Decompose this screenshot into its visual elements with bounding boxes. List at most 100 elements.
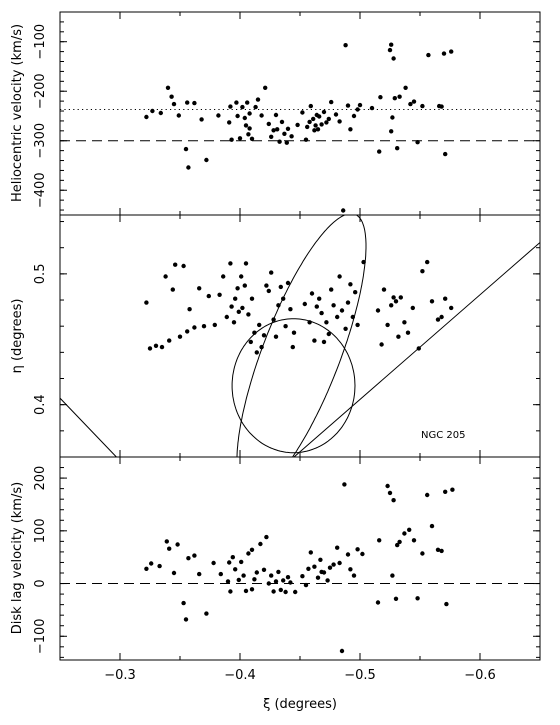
data-point	[242, 115, 247, 121]
data-point	[266, 121, 271, 127]
data-point	[377, 149, 382, 154]
data-point	[300, 110, 305, 115]
data-point	[279, 119, 285, 125]
data-point	[248, 339, 253, 345]
data-point	[355, 107, 360, 112]
data-point	[337, 274, 342, 279]
data-point	[429, 523, 435, 529]
data-point	[271, 128, 276, 133]
y-tick-label: −100	[33, 618, 48, 654]
y-tick-label: −200	[33, 73, 48, 109]
data-point	[449, 49, 454, 54]
data-point	[405, 330, 411, 335]
data-point	[144, 566, 149, 571]
data-point	[306, 566, 311, 571]
data-point	[186, 556, 191, 561]
data-point	[247, 111, 252, 116]
data-point	[218, 571, 223, 577]
data-point	[167, 338, 172, 343]
data-point	[204, 611, 209, 616]
data-point	[450, 487, 455, 492]
data-point	[307, 119, 312, 125]
data-point	[389, 303, 394, 308]
data-point	[375, 308, 381, 313]
data-point	[319, 310, 324, 316]
data-point	[387, 47, 393, 53]
data-point	[259, 113, 264, 118]
data-point	[228, 104, 233, 109]
data-point	[331, 562, 336, 567]
data-point	[283, 324, 288, 329]
panel-middle-ytick-labels: 0.5 0.4	[33, 264, 48, 415]
data-point	[321, 570, 327, 575]
panel-middle-ylabel: η (degrees)	[10, 299, 25, 374]
panel-bottom-frame	[59, 456, 541, 661]
data-point	[271, 589, 276, 594]
data-point	[212, 322, 217, 328]
data-point	[227, 560, 232, 565]
data-point	[317, 296, 322, 301]
x-tick-labels: −0.3 −0.4 −0.5 −0.6	[104, 668, 496, 683]
data-point	[335, 314, 340, 320]
data-point	[192, 325, 197, 330]
data-point	[246, 132, 251, 137]
data-point	[312, 564, 317, 569]
panel-top-points	[144, 42, 454, 213]
data-point	[391, 56, 396, 61]
panel-top: −100 −200 −300 −400 Heliocentric velocity (…	[10, 11, 541, 216]
data-point	[157, 563, 162, 569]
data-point	[255, 97, 261, 102]
data-point	[199, 117, 204, 122]
data-point	[276, 303, 281, 308]
data-point	[420, 103, 425, 109]
data-point	[411, 538, 417, 543]
data-point	[224, 314, 229, 320]
data-point	[425, 492, 430, 498]
data-point	[337, 560, 342, 566]
panel-middle-overlays	[60, 215, 540, 457]
data-point	[269, 573, 274, 578]
data-point	[273, 334, 279, 339]
data-point	[186, 165, 191, 170]
data-point	[216, 113, 221, 118]
data-point	[273, 112, 279, 118]
data-point	[171, 570, 177, 576]
data-point	[173, 262, 178, 267]
data-point	[164, 539, 169, 544]
data-point	[278, 284, 283, 290]
data-point	[351, 113, 357, 119]
data-point	[288, 580, 293, 585]
data-point	[314, 304, 319, 309]
large-ellipse	[236, 215, 367, 457]
data-point	[273, 579, 279, 584]
data-point	[326, 116, 331, 122]
data-point	[311, 116, 316, 122]
panel-bottom-points	[144, 482, 455, 654]
data-point	[351, 573, 357, 578]
data-point	[305, 124, 310, 130]
data-point	[249, 136, 255, 141]
data-point	[277, 139, 282, 144]
data-point	[181, 263, 186, 269]
data-point	[350, 314, 355, 320]
data-point	[426, 52, 431, 58]
data-point	[150, 108, 155, 114]
data-point	[254, 350, 259, 355]
data-point	[443, 489, 448, 494]
data-point	[245, 100, 250, 105]
data-point	[221, 274, 226, 279]
data-point	[283, 589, 288, 595]
panel-bottom-ticks	[59, 456, 541, 660]
data-point	[185, 329, 190, 334]
data-point	[290, 344, 295, 350]
data-point	[325, 578, 330, 583]
data-point	[343, 326, 348, 331]
data-point	[308, 103, 313, 109]
data-point	[411, 99, 417, 104]
x-tick-label: −0.6	[464, 668, 496, 683]
data-point	[312, 128, 317, 133]
data-point	[201, 324, 207, 329]
data-point	[249, 547, 255, 552]
data-point	[230, 555, 235, 560]
data-point	[239, 559, 244, 565]
